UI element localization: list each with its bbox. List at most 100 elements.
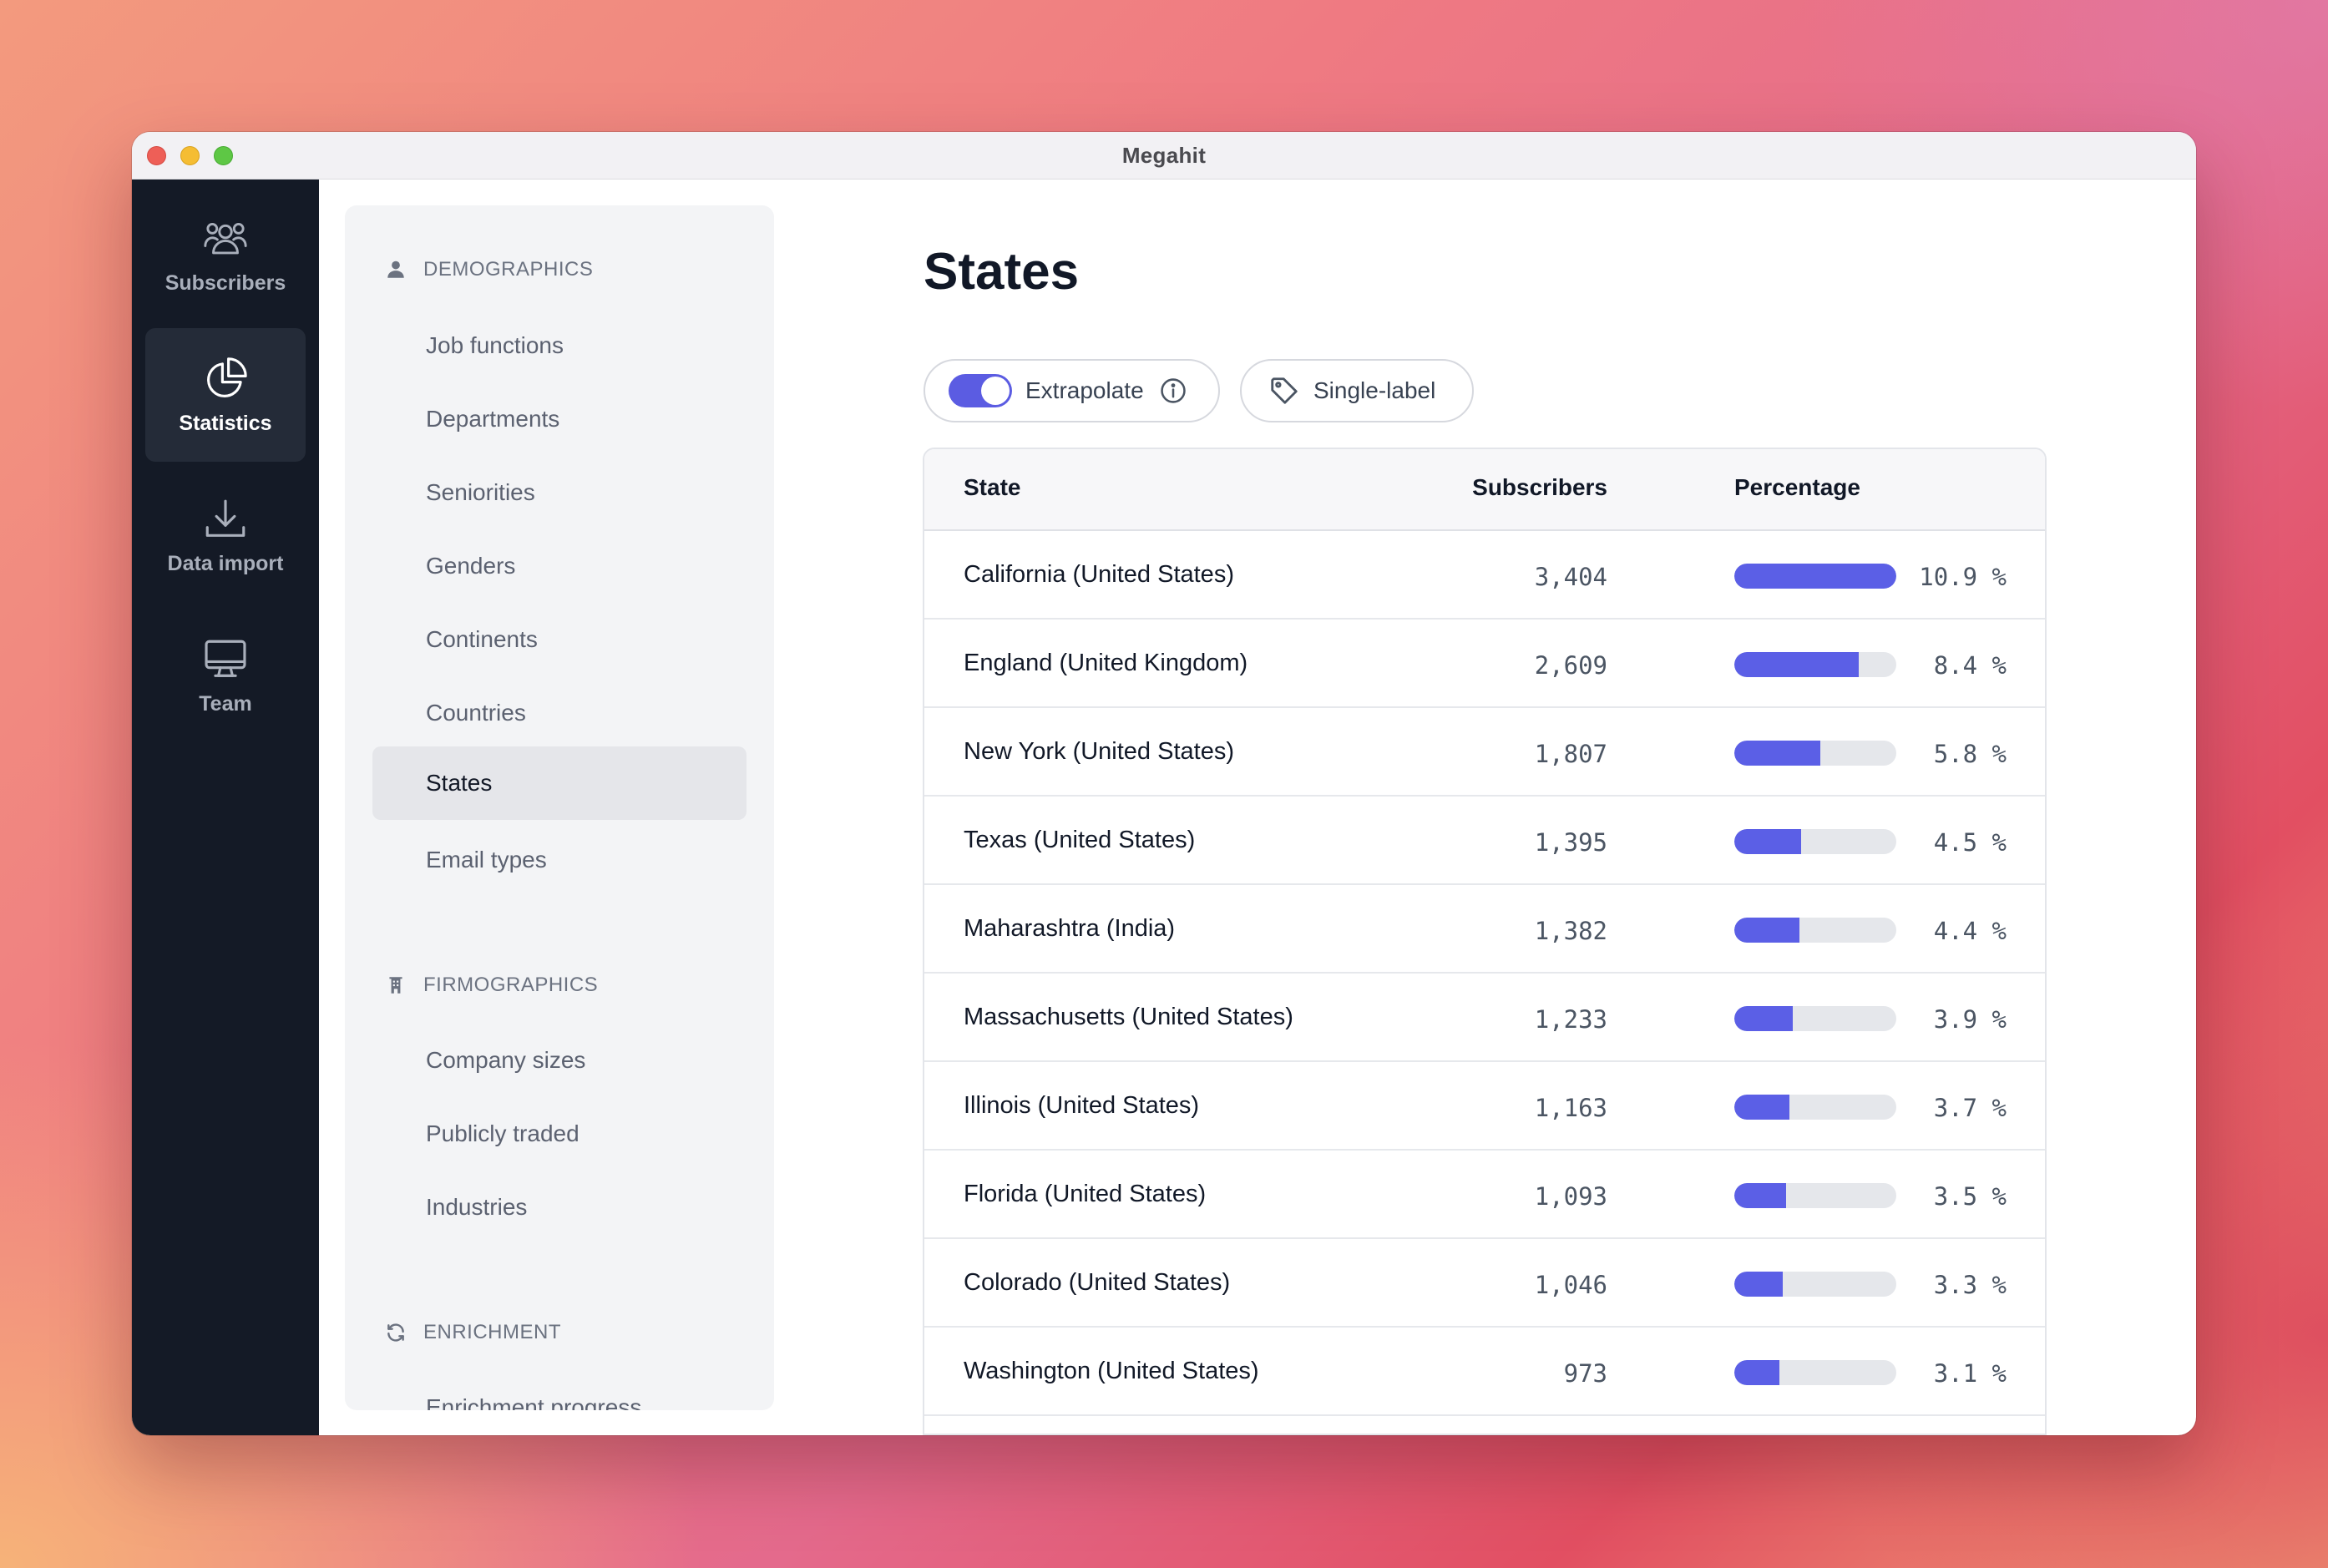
cell-percentage: 5.8 %: [1933, 740, 2007, 768]
cell-percentage: 3.3 %: [1933, 1271, 2007, 1299]
minimize-window-button[interactable]: [180, 146, 200, 165]
percentage-bar-fill: [1734, 1272, 1784, 1297]
cell-subscribers: 1,163: [1534, 1094, 1607, 1122]
tag-icon: [1271, 377, 1298, 404]
column-header-percentage[interactable]: Percentage: [1734, 474, 1860, 500]
rail-label-team: Team: [199, 691, 252, 716]
refresh-icon: [387, 1323, 404, 1342]
table-row[interactable]: Illinois (United States) 1,163 3.7 %: [924, 1062, 2045, 1151]
extrapolate-label: Extrapolate: [1025, 377, 1144, 403]
percentage-bar-track: [1734, 1272, 1896, 1297]
subnav-item-company-sizes[interactable]: Company sizes: [426, 1047, 586, 1073]
building-icon: [389, 977, 402, 994]
cell-subscribers: 1,382: [1534, 917, 1607, 945]
subnav-item-states[interactable]: States: [372, 746, 746, 820]
percentage-bar-fill: [1734, 829, 1801, 854]
table-row[interactable]: England (United Kingdom) 2,609 8.4 %: [924, 620, 2045, 708]
extrapolate-switch[interactable]: [949, 374, 1012, 407]
subnav-item-countries[interactable]: Countries: [426, 700, 526, 726]
percentage-bar-fill: [1734, 741, 1820, 766]
window-controls: [147, 146, 233, 165]
table-row[interactable]: California (United States) 3,404 10.9 %: [924, 531, 2045, 620]
rail-label-subscribers: Subscribers: [164, 271, 286, 295]
table-row[interactable]: Maharashtra (India) 1,382 4.4 %: [924, 885, 2045, 974]
title-bar: Megahit: [132, 132, 2196, 180]
table-row[interactable]: Florida (United States) 1,093 3.5 %: [924, 1151, 2045, 1239]
monitor-icon: [205, 640, 246, 677]
subnav-item-email-types[interactable]: Email types: [426, 847, 547, 873]
cell-percentage: 3.7 %: [1933, 1094, 2007, 1122]
page-title: States: [924, 243, 1080, 301]
percentage-bar-track: [1734, 652, 1896, 677]
subnav-item-seniorities[interactable]: Seniorities: [426, 479, 535, 505]
percentage-bar-fill: [1734, 1183, 1787, 1208]
subnav-item-publicly-traded[interactable]: Publicly traded: [426, 1120, 579, 1146]
rail-label-statistics: Statistics: [179, 411, 272, 435]
download-icon: [205, 499, 245, 537]
percentage-bar-track: [1734, 1183, 1896, 1208]
cell-state: Illinois (United States): [964, 1092, 1200, 1119]
cell-state: Maharashtra (India): [964, 915, 1176, 942]
single-label-text: Single-label: [1313, 377, 1436, 403]
main-nav-rail: Subscribers Statistics Data import: [132, 180, 319, 1435]
states-table: State Subscribers Percentage California …: [923, 448, 2047, 1435]
section-heading-enrichment: ENRICHMENT: [423, 1321, 561, 1343]
percentage-bar-fill: [1734, 1360, 1780, 1385]
table-row[interactable]: New York (United States) 1,807 5.8 %: [924, 708, 2045, 797]
subnav-item-job-functions[interactable]: Job functions: [426, 332, 564, 358]
extrapolate-toggle-pill[interactable]: Extrapolate: [924, 359, 1220, 422]
table-row[interactable]: Texas (United States) 1,395 4.5 %: [924, 797, 2045, 885]
cell-subscribers: 1,395: [1534, 828, 1607, 857]
info-icon[interactable]: [1159, 377, 1187, 405]
cell-percentage: 3.5 %: [1933, 1182, 2007, 1211]
cell-percentage: 8.4 %: [1933, 651, 2007, 680]
rail-item-subscribers[interactable]: Subscribers: [145, 188, 306, 321]
cell-percentage: 4.5 %: [1933, 828, 2007, 857]
subnav-item-continents[interactable]: Continents: [426, 626, 538, 652]
subnav-item-enrichment-progress[interactable]: Enrichment progress: [426, 1394, 642, 1410]
cell-percentage: 10.9 %: [1919, 563, 2007, 591]
subnav-item-industries[interactable]: Industries: [426, 1194, 528, 1220]
window-title: Megahit: [1121, 142, 1207, 168]
percentage-bar-track: [1734, 1360, 1896, 1385]
zoom-window-button[interactable]: [214, 146, 233, 165]
cell-subscribers: 1,046: [1534, 1271, 1607, 1299]
subnav-item-departments[interactable]: Departments: [426, 406, 560, 432]
cell-state: England (United Kingdom): [964, 650, 1248, 676]
cell-subscribers: 973: [1563, 1359, 1607, 1388]
close-window-button[interactable]: [147, 146, 166, 165]
cell-state: California (United States): [964, 561, 1234, 588]
cell-percentage: 3.1 %: [1933, 1359, 2007, 1388]
section-demographics: DEMOGRAPHICS: [385, 258, 593, 281]
rail-label-data-import: Data import: [167, 551, 284, 575]
cell-state: Texas (United States): [964, 827, 1196, 853]
subnav-item-genders[interactable]: Genders: [426, 553, 516, 579]
rail-item-data-import[interactable]: Data import: [145, 468, 306, 602]
percentage-bar-fill: [1734, 1095, 1789, 1120]
percentage-bar-track: [1734, 564, 1896, 589]
rail-item-statistics[interactable]: Statistics: [145, 328, 306, 462]
single-label-pill[interactable]: Single-label: [1240, 359, 1474, 422]
table-row[interactable]: Colorado (United States) 1,046 3.3 %: [924, 1239, 2045, 1328]
cell-percentage: 3.9 %: [1933, 1005, 2007, 1034]
column-header-subscribers[interactable]: Subscribers: [1472, 474, 1607, 500]
percentage-bar-track: [1734, 1006, 1896, 1031]
table-header: State Subscribers Percentage: [924, 449, 2045, 531]
column-header-state[interactable]: State: [964, 474, 1021, 500]
cell-state: Washington (United States): [964, 1358, 1259, 1384]
section-enrichment: ENRICHMENT: [385, 1321, 561, 1344]
pie-chart-icon: [207, 357, 247, 397]
cell-subscribers: 1,807: [1534, 740, 1607, 768]
percentage-bar-fill: [1734, 918, 1799, 943]
table-row[interactable]: Massachusetts (United States) 1,233 3.9 %: [924, 974, 2045, 1062]
statistics-subnav: DEMOGRAPHICS Job functions Departments S…: [345, 205, 774, 1410]
cell-state: Florida (United States): [964, 1181, 1207, 1207]
table-row[interactable]: Washington (United States) 973 3.1 %: [924, 1328, 2045, 1416]
percentage-bar-track: [1734, 741, 1896, 766]
section-heading-demographics: DEMOGRAPHICS: [423, 258, 594, 281]
rail-item-team[interactable]: Team: [145, 609, 306, 742]
percentage-bar-fill: [1734, 1006, 1793, 1031]
cell-subscribers: 1,233: [1534, 1005, 1607, 1034]
percentage-bar-fill: [1734, 564, 1896, 589]
section-firmographics: FIRMOGRAPHICS: [385, 974, 598, 997]
